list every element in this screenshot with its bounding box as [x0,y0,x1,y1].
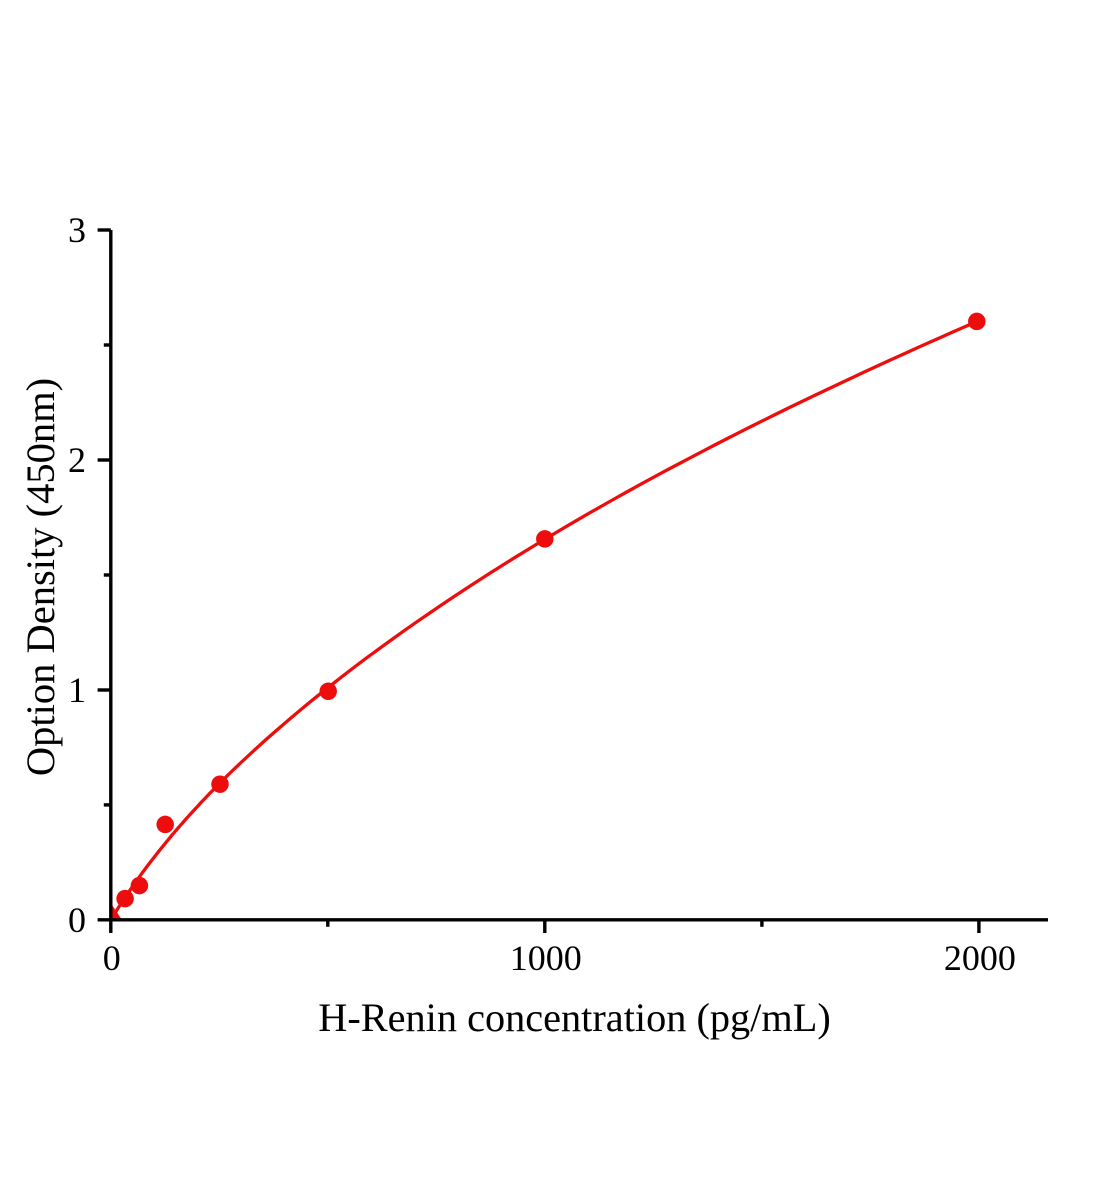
svg-text:2000: 2000 [944,938,1016,978]
svg-text:2: 2 [68,440,86,480]
svg-text:1: 1 [68,670,86,710]
svg-text:Option Density (450nm): Option Density (450nm) [18,378,63,776]
svg-text:3: 3 [68,210,86,250]
svg-text:H-Renin concentration (pg/mL): H-Renin concentration (pg/mL) [318,995,831,1040]
svg-text:0: 0 [103,938,121,978]
svg-text:0: 0 [68,900,86,940]
svg-text:1000: 1000 [510,938,582,978]
